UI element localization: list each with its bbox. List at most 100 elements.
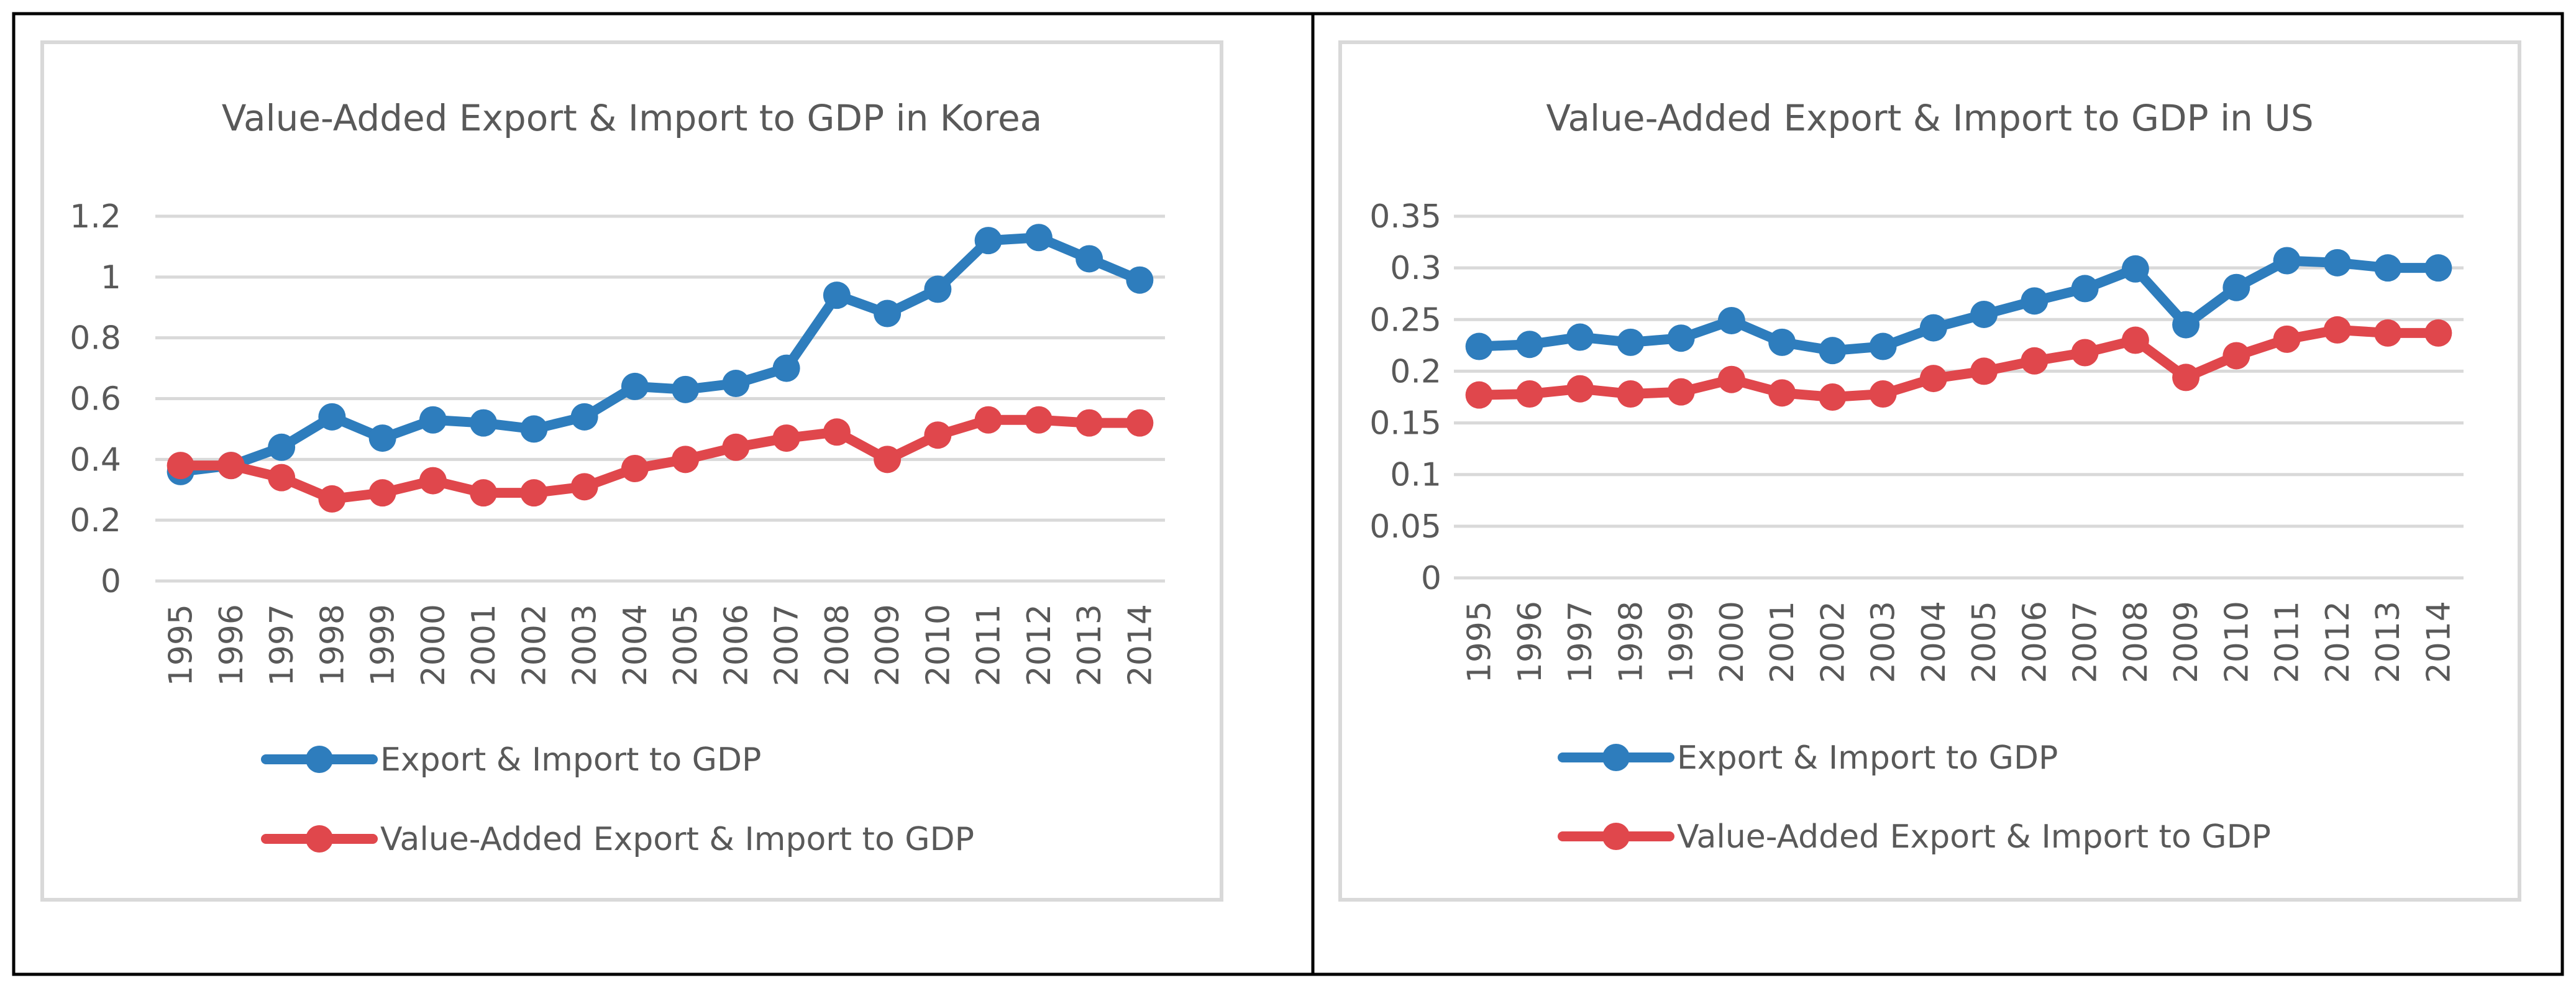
data-point — [1667, 324, 1695, 352]
data-point — [1919, 314, 1947, 342]
legend-marker-value-added — [306, 825, 333, 853]
x-tick-label: 2010 — [920, 604, 957, 686]
data-point — [570, 473, 598, 501]
chart-korea: Value-Added Export & Import to GDP in Ko… — [40, 40, 1223, 902]
y-axis-ticks: 0 0.05 0.1 0.15 0.2 0.25 0.3 0.35 — [1369, 198, 1441, 597]
x-tick-label: 2001 — [465, 604, 503, 686]
x-tick-label: 2007 — [2067, 601, 2104, 683]
legend-marker-export-import — [1602, 744, 1630, 771]
x-tick-label: 2010 — [2218, 601, 2255, 683]
chart-title: Value-Added Export & Import to GDP in Ko… — [222, 97, 1042, 139]
data-point — [1617, 380, 1645, 408]
data-point — [1667, 378, 1695, 406]
data-point — [2222, 342, 2250, 370]
data-point — [1819, 337, 1847, 365]
data-point — [520, 415, 548, 443]
data-point — [772, 424, 800, 452]
y-tick-label: 0.4 — [70, 441, 121, 478]
data-point — [167, 452, 194, 480]
y-tick-label: 0.25 — [1369, 301, 1441, 339]
y-tick-label: 0.8 — [70, 320, 121, 357]
x-tick-label: 2013 — [1071, 604, 1108, 686]
legend-label-export-import: Export & Import to GDP — [380, 741, 761, 779]
data-point — [2273, 325, 2301, 353]
data-point — [1617, 328, 1645, 356]
data-point — [470, 479, 498, 507]
x-tick-label: 2008 — [2117, 601, 2155, 683]
data-point — [672, 446, 700, 473]
data-point — [419, 406, 447, 434]
data-point — [1768, 328, 1796, 356]
data-point — [1717, 365, 1745, 393]
data-point — [621, 455, 649, 483]
y-axis-ticks: 0 0.2 0.4 0.6 0.8 1 1.2 — [70, 198, 121, 600]
x-tick-label: 1996 — [1512, 601, 1549, 683]
data-point — [217, 452, 245, 480]
x-tick-label: 2006 — [2016, 601, 2053, 683]
data-point — [823, 418, 851, 446]
data-point — [1717, 306, 1745, 334]
data-point — [1465, 332, 1493, 360]
x-tick-label: 1995 — [1461, 601, 1499, 683]
chart-us: Value-Added Export & Import to GDP in US… — [1338, 40, 2521, 902]
x-tick-label: 2014 — [2420, 601, 2457, 683]
x-tick-label: 2014 — [1121, 604, 1159, 686]
data-point — [2424, 319, 2452, 347]
y-tick-label: 0.3 — [1390, 250, 1441, 287]
data-point — [2374, 319, 2402, 347]
data-point — [1566, 323, 1594, 351]
x-tick-label: 2008 — [819, 604, 856, 686]
data-point — [722, 370, 750, 398]
data-point — [1515, 380, 1543, 408]
chart-title: Value-Added Export & Import to GDP in US — [1546, 97, 2313, 139]
data-point — [1869, 332, 1897, 360]
legend-marker-export-import — [306, 746, 333, 773]
x-tick-label: 1997 — [1562, 601, 1599, 683]
x-tick-label: 2012 — [1021, 604, 1058, 686]
x-tick-label: 1998 — [314, 604, 351, 686]
y-tick-label: 0.1 — [1390, 457, 1441, 494]
y-tick-label: 1 — [101, 259, 121, 296]
data-point — [1025, 224, 1053, 252]
legend: Export & Import to GDP Value-Added Expor… — [261, 741, 974, 858]
data-point — [2323, 316, 2351, 344]
data-point — [823, 281, 851, 309]
data-point — [2071, 339, 2099, 367]
data-point — [419, 467, 447, 495]
y-tick-label: 0 — [1421, 560, 1441, 597]
data-point — [772, 354, 800, 382]
data-point — [2071, 275, 2099, 303]
x-tick-label: 1997 — [263, 604, 301, 686]
data-point — [2323, 249, 2351, 277]
data-point — [924, 275, 952, 303]
data-point — [1515, 331, 1543, 359]
x-axis-ticks: 1995 1996 1997 1998 1999 2000 2001 2002 2003 2004… — [1461, 601, 2458, 683]
data-point — [974, 227, 1002, 255]
data-point — [1919, 365, 1947, 393]
series-lines — [167, 224, 1154, 513]
x-tick-label: 2000 — [1714, 601, 1751, 683]
x-tick-label: 2005 — [667, 604, 705, 686]
series-lines — [1465, 247, 2452, 411]
data-point — [1076, 409, 1103, 437]
y-tick-label: 0.2 — [70, 502, 121, 539]
legend-label-value-added: Value-Added Export & Import to GDP — [380, 821, 974, 858]
y-tick-label: 0.35 — [1369, 198, 1441, 236]
x-tick-label: 2003 — [567, 604, 604, 686]
x-tick-label: 2011 — [2269, 601, 2306, 683]
x-tick-label: 2006 — [718, 604, 755, 686]
data-point — [2222, 273, 2250, 301]
x-tick-label: 2002 — [1814, 601, 1852, 683]
x-tick-label: 2004 — [617, 604, 654, 686]
data-point — [621, 372, 649, 400]
x-tick-label: 2011 — [971, 604, 1008, 686]
x-tick-label: 2012 — [2319, 601, 2357, 683]
data-point — [1025, 406, 1053, 434]
x-tick-label: 2004 — [1916, 601, 1953, 683]
data-point — [1566, 375, 1594, 403]
x-tick-label: 2005 — [1966, 601, 2003, 683]
data-point — [520, 479, 548, 507]
data-point — [2172, 311, 2200, 339]
data-point — [1076, 245, 1103, 273]
y-tick-label: 0.05 — [1369, 508, 1441, 546]
